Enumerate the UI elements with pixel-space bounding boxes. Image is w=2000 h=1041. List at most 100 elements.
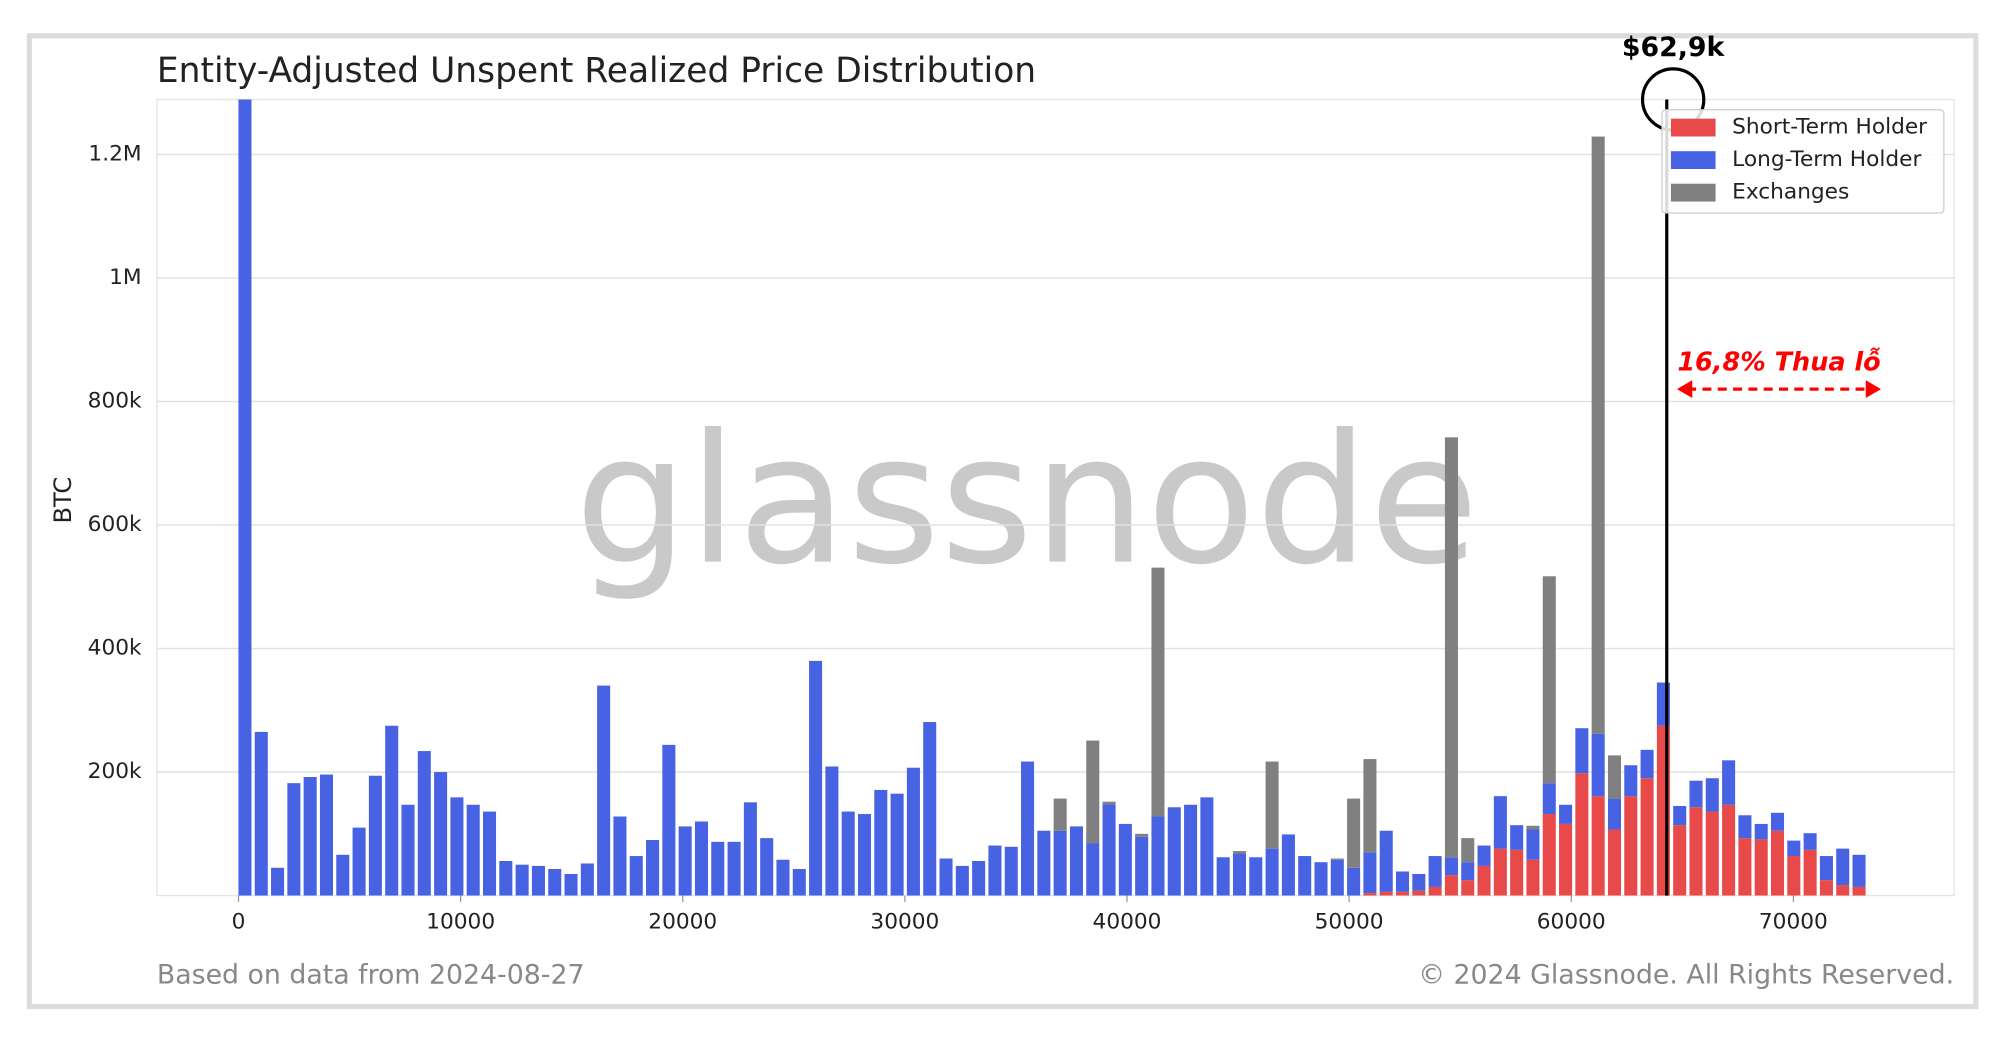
bar-segment xyxy=(1363,852,1377,894)
arrow-head xyxy=(1676,380,1693,399)
bar-segment xyxy=(1265,848,1279,896)
bar-segment xyxy=(1053,830,1067,896)
bar-segment xyxy=(1216,857,1230,896)
bar-segment xyxy=(1787,856,1801,896)
legend-swatch xyxy=(1670,151,1716,170)
bar-segment xyxy=(1542,814,1556,896)
bar-segment xyxy=(1852,886,1866,896)
bar-segment xyxy=(1770,812,1785,831)
bar-segment xyxy=(1526,829,1540,860)
bar-segment xyxy=(1363,893,1377,896)
bar-segment xyxy=(1705,778,1719,812)
bar-segment xyxy=(385,725,399,896)
bar-segment xyxy=(809,660,823,896)
bar-segment xyxy=(1396,891,1410,896)
x-tick-label: 10000 xyxy=(426,909,495,934)
bar-segment xyxy=(1640,749,1654,779)
bar-segment xyxy=(1819,856,1833,881)
x-tick-label: 20000 xyxy=(648,909,717,934)
y-tick-label: 800k xyxy=(88,389,142,414)
bar-segment xyxy=(548,869,562,896)
bar-segment xyxy=(646,839,660,896)
y-tick-label: 200k xyxy=(88,759,142,784)
bar-segment xyxy=(434,772,448,896)
bar-segment xyxy=(254,731,268,896)
bar-segment xyxy=(1265,761,1279,849)
bar-segment xyxy=(1624,765,1638,797)
bar-segment xyxy=(1086,740,1100,844)
legend-label: Long-Term Holder xyxy=(1732,147,1921,172)
bar-segment xyxy=(1673,825,1687,896)
y-tick-label: 600k xyxy=(88,512,142,537)
bar-segment xyxy=(1102,804,1116,896)
y-tick-label: 400k xyxy=(88,636,142,661)
bar-segment xyxy=(1689,807,1703,896)
x-tick-label: 40000 xyxy=(1093,909,1162,934)
bar-segment xyxy=(743,802,757,896)
bar-segment xyxy=(1249,857,1263,896)
bar-segment xyxy=(1591,136,1605,734)
bar-segment xyxy=(1037,830,1051,896)
bar-segment xyxy=(1575,728,1589,774)
x-tick-label: 50000 xyxy=(1315,909,1384,934)
x-tick-label: 60000 xyxy=(1537,909,1606,934)
bar-segment xyxy=(1396,871,1410,892)
bar-segment xyxy=(1069,826,1083,896)
bar-segment xyxy=(1510,849,1524,896)
bar-segment xyxy=(1118,823,1132,896)
bar-segment xyxy=(1542,783,1556,815)
x-tick-label: 70000 xyxy=(1759,909,1828,934)
bar-segment xyxy=(1314,862,1328,896)
bar-segment xyxy=(1607,755,1621,799)
footer-right: © 2024 Glassnode. All Rights Reserved. xyxy=(1418,959,1954,990)
bar-segment xyxy=(580,863,594,896)
bar-segment xyxy=(1428,856,1442,887)
bar-segment xyxy=(564,873,578,896)
bar-segment xyxy=(955,865,969,896)
bar-segment xyxy=(972,860,986,896)
bar-segment xyxy=(336,854,350,896)
bar-segment xyxy=(792,869,806,896)
bar-segment xyxy=(1624,796,1638,896)
bar-segment xyxy=(1526,825,1540,830)
bar-segment xyxy=(1298,856,1312,896)
y-axis-label: BTC xyxy=(49,477,77,524)
bar-segment xyxy=(727,841,741,896)
bar-segment xyxy=(1754,839,1768,896)
bar-segment xyxy=(1330,858,1344,860)
bar-segment xyxy=(1281,834,1295,896)
bar-segment xyxy=(923,722,937,896)
bar-segment xyxy=(515,864,529,896)
bar-segment xyxy=(1135,833,1149,837)
bar-segment xyxy=(1591,733,1605,797)
bar-segment xyxy=(499,860,513,896)
bar-segment xyxy=(1428,886,1442,896)
footer-left: Based on data from 2024-08-27 xyxy=(157,959,585,990)
bar-segment xyxy=(1559,804,1573,824)
watermark: glassnode xyxy=(575,397,1479,605)
bar-segment xyxy=(694,821,708,896)
bar-segment xyxy=(1151,816,1165,896)
bar-segment xyxy=(678,826,692,896)
bar-segment xyxy=(1477,865,1491,896)
legend-swatch xyxy=(1670,183,1716,202)
bar-segment xyxy=(1053,798,1067,831)
chart-title: Entity-Adjusted Unspent Realized Price D… xyxy=(157,51,1036,91)
bar-segment xyxy=(1803,833,1817,850)
bar-segment xyxy=(1412,873,1426,891)
bar-segment xyxy=(1461,838,1475,863)
bar-segment xyxy=(303,776,317,896)
y-tick-label: 1.2M xyxy=(88,141,141,166)
bar-segment xyxy=(1232,851,1247,854)
bar-segment xyxy=(890,793,904,896)
bar-segment xyxy=(1200,797,1214,896)
bar-segment xyxy=(662,744,676,896)
price-label: $62,9k xyxy=(1622,32,1726,63)
bar-segment xyxy=(1004,846,1018,896)
bar-segment xyxy=(1363,759,1377,853)
bar-segment xyxy=(1836,848,1850,886)
bar-segment xyxy=(874,789,888,896)
bar-segment xyxy=(1347,798,1361,868)
